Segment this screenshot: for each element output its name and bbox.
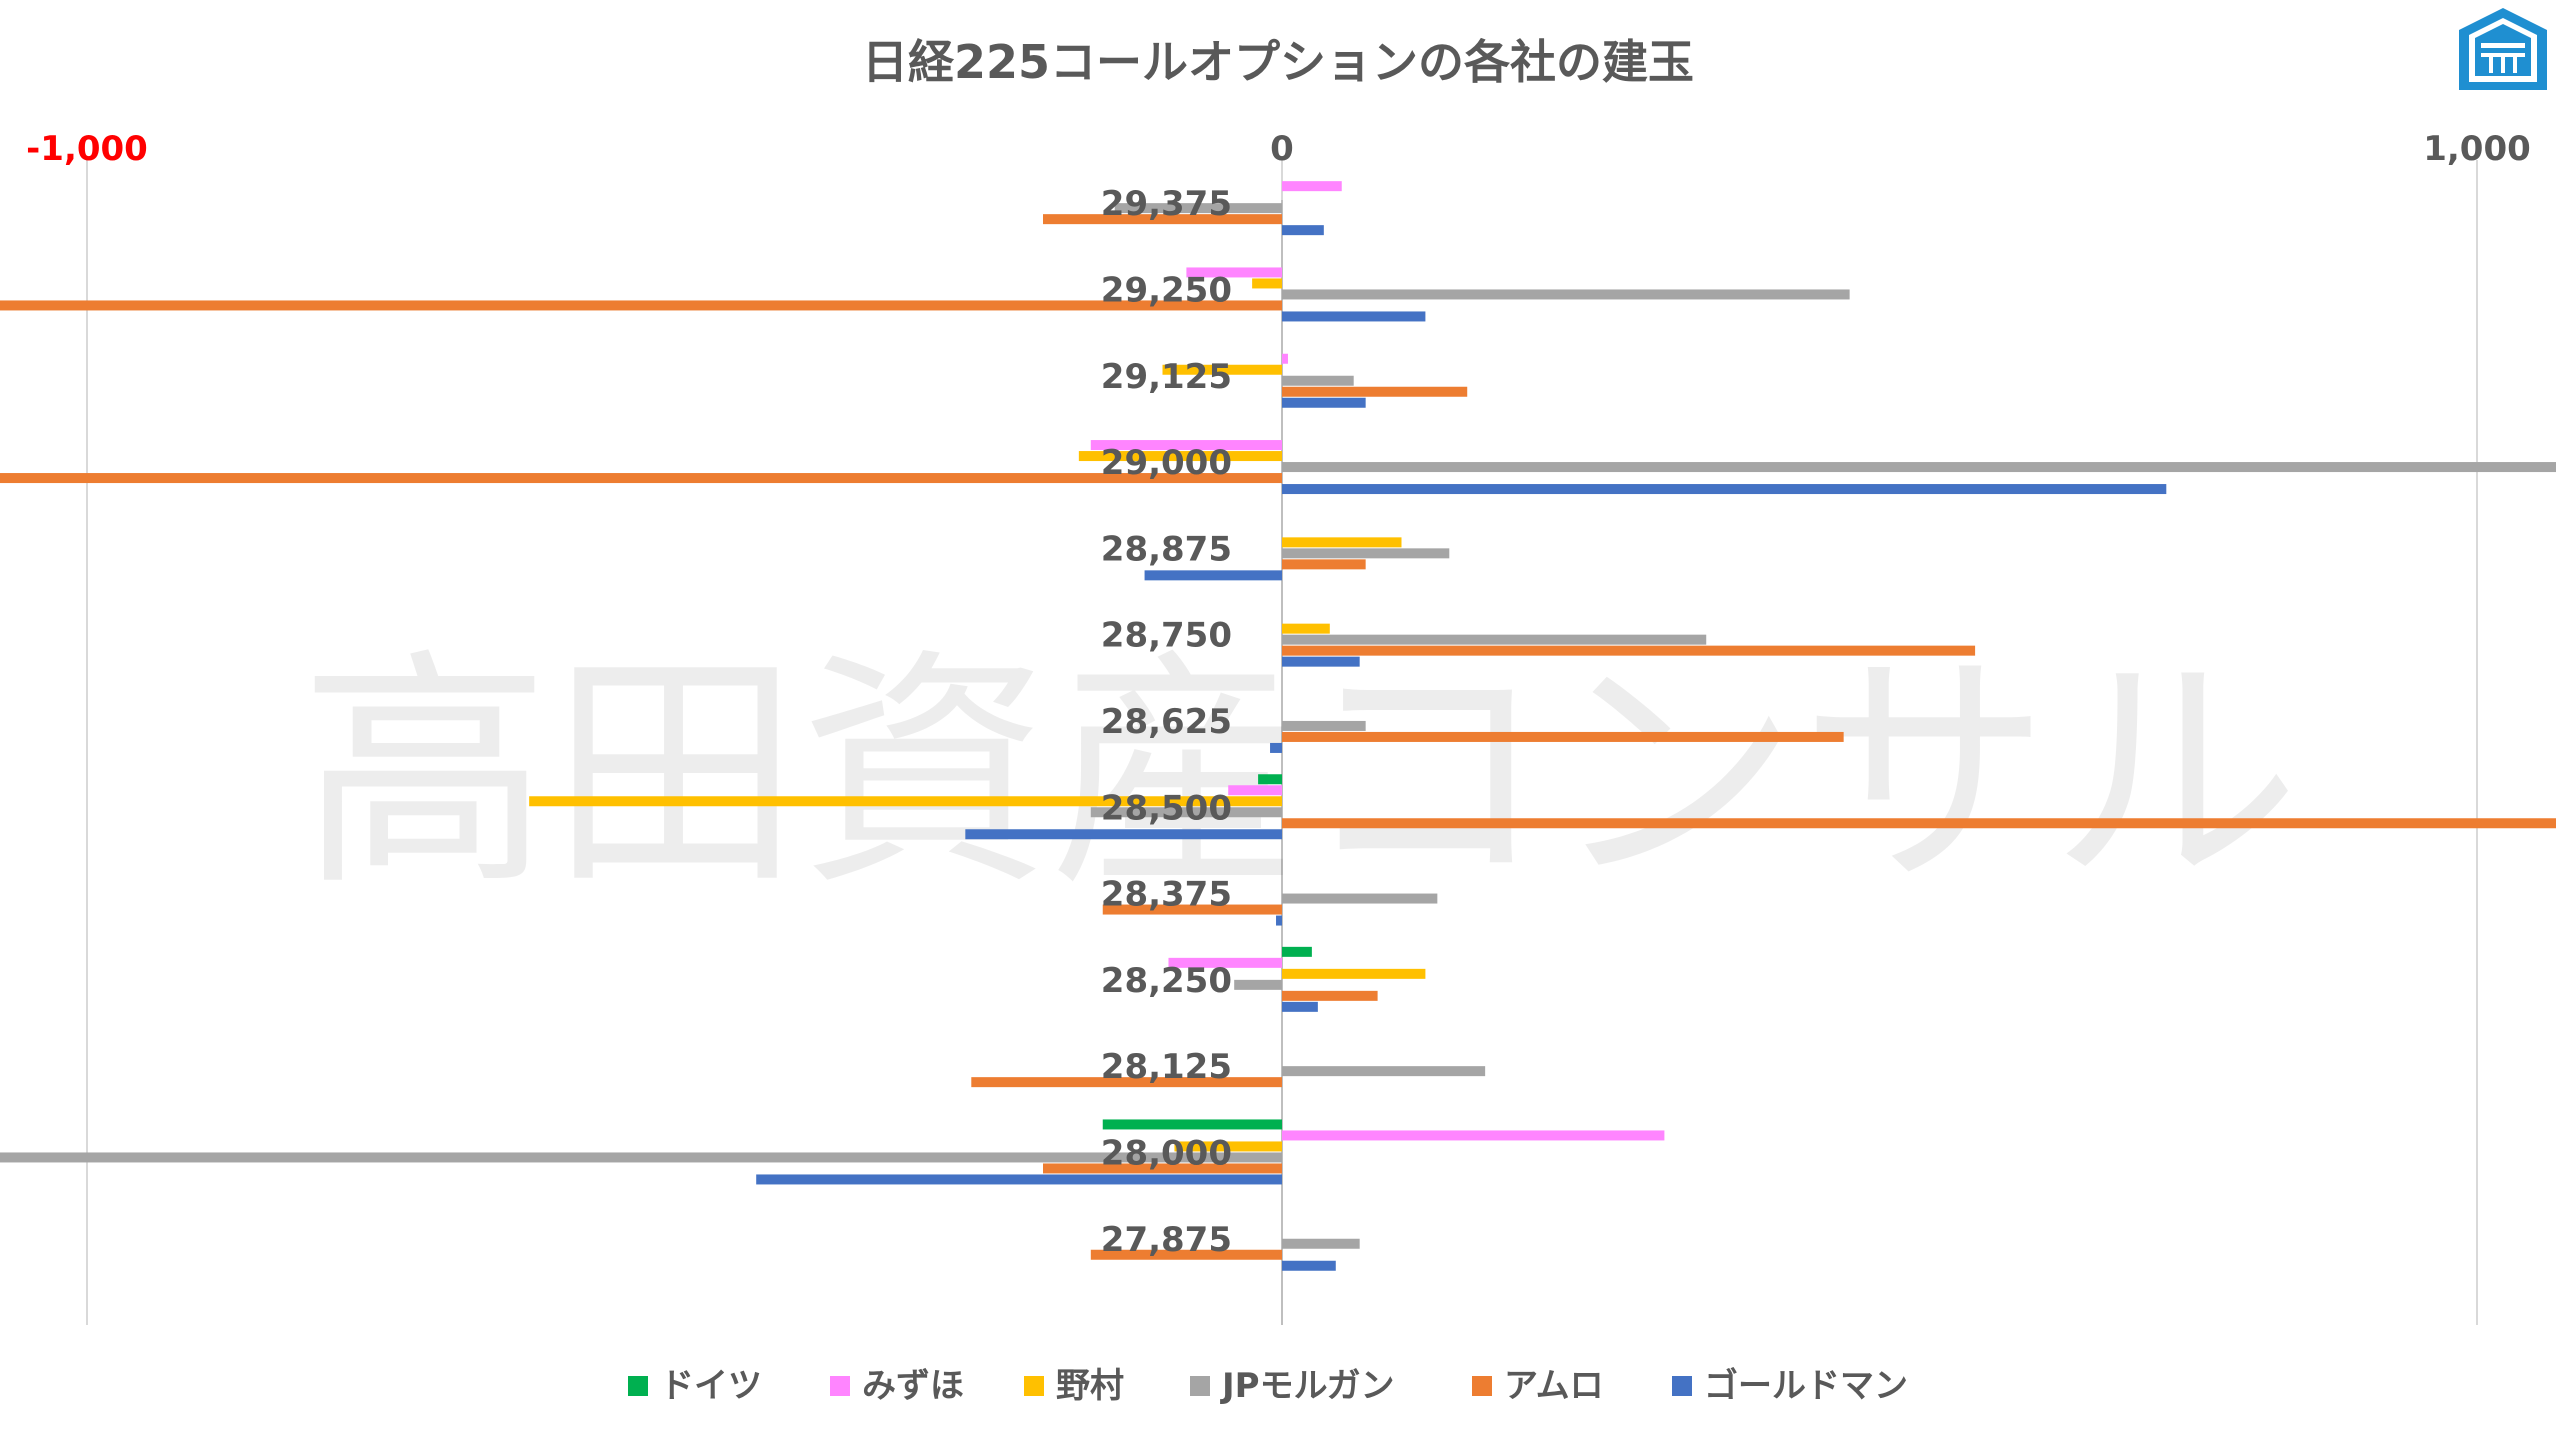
- x-tick-label: 1,000: [2423, 129, 2531, 169]
- bar: [1282, 397, 1366, 408]
- legend-label: 野村: [1056, 1366, 1124, 1406]
- bar: [1282, 634, 1707, 645]
- bar: [1276, 915, 1282, 926]
- category-label: 28,875: [1101, 529, 1232, 569]
- bar: [1102, 1119, 1282, 1130]
- bar: [1282, 537, 1402, 548]
- category-label: 29,250: [1101, 270, 1232, 310]
- bar: [1282, 386, 1468, 397]
- bar: [1043, 1163, 1282, 1174]
- category-label: 29,125: [1101, 357, 1232, 397]
- bar: [1078, 451, 1282, 462]
- bar: [1090, 1249, 1282, 1260]
- bar: [1282, 623, 1330, 634]
- bar: [1282, 289, 1850, 300]
- bars: [0, 181, 2556, 1271]
- category-labels: 29,375 29,250 29,125 29,000 28,875 28,750 28,6…: [1101, 184, 1232, 1260]
- bar: [1270, 742, 1282, 753]
- bar: [1168, 957, 1282, 968]
- category-label: 28,000: [1101, 1133, 1232, 1173]
- bar: [1282, 484, 2167, 495]
- bar: [1252, 278, 1282, 289]
- bar: [1228, 785, 1282, 796]
- bar: [1282, 375, 1354, 386]
- bar: [1282, 645, 1976, 656]
- x-tick-label: 0: [1270, 129, 1294, 169]
- category-label: 28,500: [1101, 788, 1232, 828]
- bar: [1114, 203, 1282, 214]
- category-label: 28,125: [1101, 1047, 1232, 1087]
- bar: [1282, 353, 1288, 364]
- x-tick-label: -1,000: [26, 129, 148, 169]
- category-label: 29,000: [1101, 443, 1232, 483]
- legend-swatch: [1190, 1376, 1210, 1396]
- watermark: 高田資産コンサル: [300, 628, 2300, 919]
- bar: [0, 1152, 1282, 1163]
- legend-swatch: [1672, 1376, 1692, 1396]
- legend-label: ゴールドマン: [1704, 1366, 1908, 1406]
- legend-label: ドイツ: [660, 1366, 762, 1406]
- bar: [1282, 990, 1378, 1001]
- bar: [1282, 818, 2556, 829]
- bar: [1102, 904, 1282, 915]
- bar: [1186, 267, 1282, 278]
- bar: [1282, 893, 1438, 904]
- bar: [1282, 311, 1426, 322]
- bar: [1282, 720, 1366, 731]
- category-label: 28,250: [1101, 961, 1232, 1001]
- bar: [1282, 656, 1360, 667]
- bar: [1090, 440, 1282, 451]
- bar: [1282, 548, 1450, 559]
- bar: [1043, 214, 1282, 225]
- bar: [0, 300, 1282, 311]
- bar: [1144, 570, 1282, 581]
- category-label: 27,875: [1101, 1220, 1232, 1260]
- category-label: 29,375: [1101, 184, 1232, 224]
- legend-label: JPモルガン: [1220, 1366, 1395, 1406]
- bar: [1282, 968, 1426, 979]
- bar: [1234, 979, 1282, 990]
- bar: [965, 829, 1282, 840]
- legend-label: アムロ: [1504, 1366, 1604, 1406]
- category-label: 28,625: [1101, 702, 1232, 742]
- bar: [1282, 1066, 1486, 1077]
- bar: [756, 1174, 1282, 1185]
- bar: [1282, 1238, 1360, 1249]
- legend-swatch: [628, 1376, 648, 1396]
- bar: [1282, 1130, 1665, 1141]
- chart-title: 日経225コールオプションの各社の建玉: [862, 35, 1694, 89]
- bar: [1258, 774, 1282, 785]
- bar: [1282, 225, 1324, 236]
- bar: [0, 473, 1282, 484]
- watermark-text: 高田資産コンサル: [300, 628, 2300, 919]
- bar: [1282, 731, 1844, 742]
- bar: [971, 1077, 1282, 1088]
- category-label: 28,375: [1101, 875, 1232, 915]
- bar: [1282, 181, 1342, 192]
- legend-swatch: [830, 1376, 850, 1396]
- bar: [1090, 807, 1282, 818]
- bar: [1282, 462, 2556, 473]
- legend-swatch: [1024, 1376, 1044, 1396]
- bar: [1282, 1260, 1336, 1271]
- legend-label: みずほ: [862, 1366, 964, 1406]
- category-label: 28,750: [1101, 616, 1232, 656]
- legend-swatch: [1472, 1376, 1492, 1396]
- bar: [1174, 1141, 1282, 1152]
- bar: [1282, 559, 1366, 570]
- bar: [1282, 1001, 1318, 1012]
- bar: [1162, 364, 1282, 375]
- legend: ドイツ みずほ 野村 JPモルガン アムロ ゴールドマン: [628, 1366, 1908, 1406]
- logo-icon: [2459, 8, 2547, 90]
- bar: [1282, 946, 1312, 957]
- bar: [529, 796, 1282, 807]
